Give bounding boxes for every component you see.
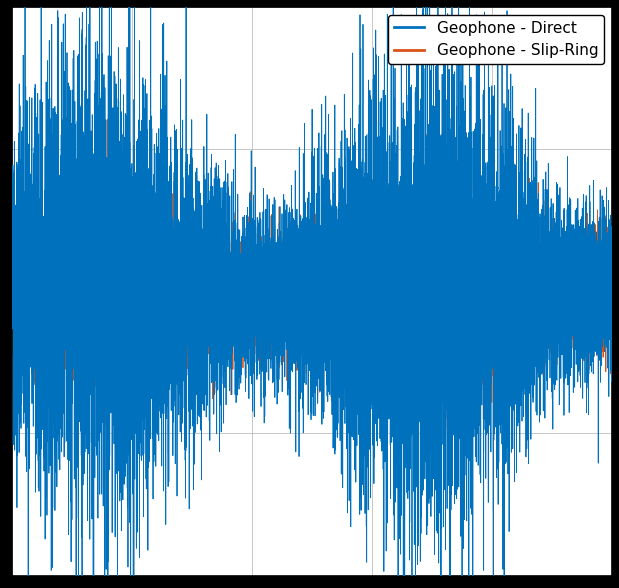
Geophone - Direct bbox=[9, 248, 16, 255]
Legend: Geophone - Direct, Geophone - Slip-Ring: Geophone - Direct, Geophone - Slip-Ring bbox=[387, 15, 604, 65]
Geophone - Direct bbox=[33, 256, 41, 263]
Geophone - Direct bbox=[577, 216, 584, 223]
Geophone - Slip-Ring bbox=[608, 325, 616, 332]
Geophone - Slip-Ring bbox=[302, 322, 310, 329]
Geophone - Direct bbox=[126, 293, 134, 300]
Geophone - Slip-Ring bbox=[12, 355, 19, 362]
Geophone - Slip-Ring bbox=[126, 279, 134, 286]
Geophone - Slip-Ring bbox=[75, 436, 82, 443]
Geophone - Direct bbox=[45, 333, 52, 340]
Geophone - Slip-Ring bbox=[33, 293, 41, 300]
Geophone - Direct bbox=[12, 346, 19, 353]
Geophone - Direct bbox=[302, 275, 310, 282]
Line: Geophone - Slip-Ring: Geophone - Slip-Ring bbox=[12, 119, 612, 440]
Geophone - Slip-Ring bbox=[577, 255, 584, 262]
Geophone - Slip-Ring bbox=[9, 225, 16, 232]
Geophone - Direct bbox=[608, 258, 616, 265]
Geophone - Slip-Ring bbox=[104, 116, 111, 123]
Geophone - Slip-Ring bbox=[45, 206, 52, 213]
Line: Geophone - Direct: Geophone - Direct bbox=[12, 0, 612, 588]
